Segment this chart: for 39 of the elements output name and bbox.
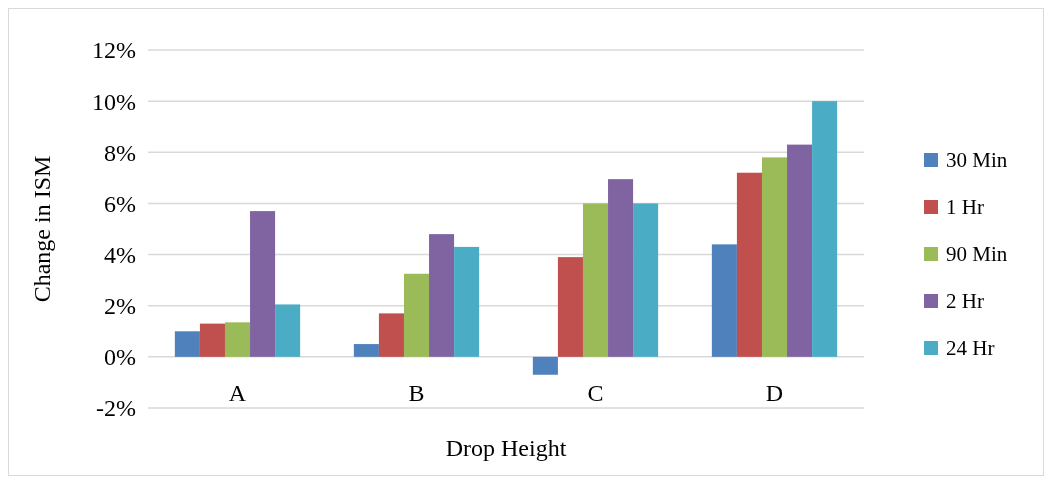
y-axis-title: Change in ISM (29, 155, 55, 303)
bar (454, 246, 480, 357)
legend-label: 1 Hr (946, 195, 984, 220)
legend-label: 30 Min (946, 148, 1008, 173)
bar (582, 203, 609, 357)
bar (250, 211, 276, 357)
x-tick-label: A (228, 379, 247, 406)
bar (736, 172, 762, 357)
x-axis-title: Drop Height (445, 435, 567, 461)
bar (633, 203, 659, 357)
bar (224, 322, 251, 357)
legend-label: 90 Min (946, 242, 1008, 267)
bar (199, 323, 225, 357)
bar (174, 331, 200, 357)
y-tick-label: -2% (96, 395, 137, 422)
bar (429, 234, 455, 357)
bar (353, 344, 379, 357)
legend-label: 24 Hr (946, 336, 995, 361)
y-tick-label: 10% (92, 88, 136, 115)
x-tick-label: C (587, 379, 604, 406)
y-tick-label: 0% (104, 344, 136, 371)
bar (557, 257, 583, 357)
bar (532, 356, 558, 375)
y-tick-label: 8% (104, 139, 136, 166)
bar (275, 304, 301, 357)
bar (378, 313, 404, 357)
x-tick-label: D (765, 379, 784, 406)
y-tick-label: 6% (104, 190, 136, 217)
legend-label: 2 Hr (946, 289, 984, 314)
bar (403, 273, 430, 357)
y-tick-label: 2% (104, 293, 136, 320)
bar (812, 101, 838, 357)
y-tick-label: 12% (92, 37, 136, 64)
x-tick-label: B (408, 379, 425, 406)
bar (711, 244, 737, 357)
bar (787, 144, 813, 357)
bar (761, 157, 788, 357)
y-tick-label: 4% (104, 241, 136, 268)
bar (608, 179, 634, 357)
